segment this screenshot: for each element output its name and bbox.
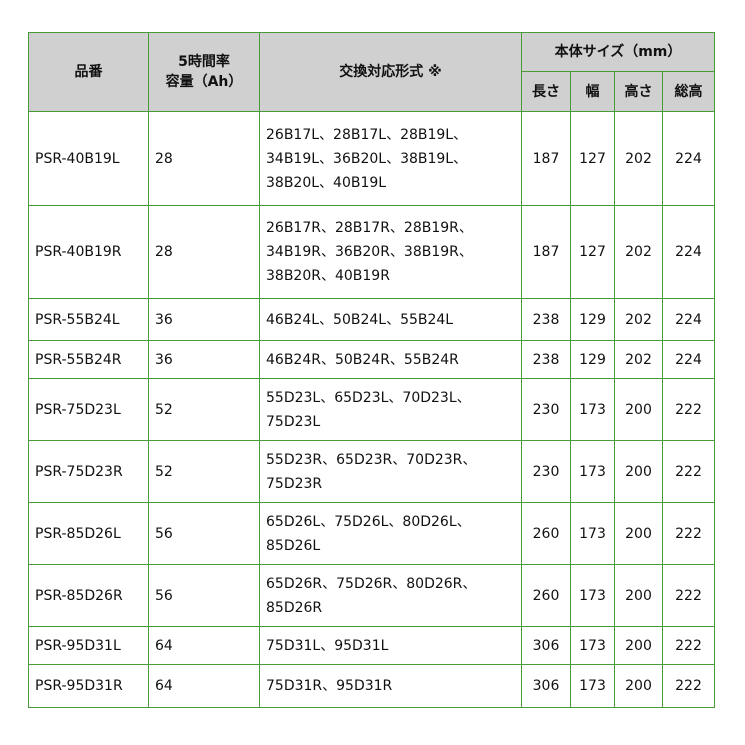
cell-part: PSR-85D26R (28, 564, 149, 627)
header-width: 幅 (570, 71, 615, 112)
cell-height: 200 (614, 502, 663, 565)
cell-compat: 26B17R、28B17R、28B19R、 34B19R、36B20R、38B1… (259, 205, 522, 299)
table-row: PSR-85D26L 56 65D26L、75D26L、80D26L、 85D26L… (28, 502, 716, 565)
cell-width: 173 (570, 440, 615, 503)
cell-compat: 55D23R、65D23R、70D23R、 75D23R (259, 440, 522, 503)
cell-compat: 55D23L、65D23L、70D23L、 75D23L (259, 378, 522, 441)
cell-capacity: 28 (148, 111, 260, 206)
cell-length: 187 (521, 205, 571, 299)
table-row: PSR-95D31R 64 75D31R、95D31R 306 173 200 222 (28, 664, 716, 708)
cell-total-height: 224 (661, 205, 716, 299)
cell-capacity: 64 (148, 664, 260, 708)
cell-length: 238 (521, 340, 571, 379)
table-row: PSR-95D31L 64 75D31L、95D31L 306 173 200 222 (28, 626, 716, 665)
table-row: PSR-85D26R 56 65D26R、75D26R、80D26R、 85D26R… (28, 564, 716, 627)
cell-width: 173 (570, 502, 615, 565)
battery-spec-table: 品番 5時間率 容量（Ah） 交換対応形式 ※ 本体サイズ（mm） 長さ 幅 高… (28, 32, 716, 708)
cell-total-height: 222 (661, 664, 716, 708)
cell-width: 173 (570, 378, 615, 441)
table-row: PSR-55B24R 36 46B24R、50B24R、55B24R 238 129 20… (28, 340, 716, 379)
cell-compat: 46B24L、50B24L、55B24L (259, 298, 522, 341)
cell-capacity: 36 (148, 298, 260, 341)
cell-total-height: 222 (661, 378, 716, 441)
cell-compat: 46B24R、50B24R、55B24R (259, 340, 522, 379)
cell-total-height: 224 (661, 111, 716, 206)
cell-compat: 65D26R、75D26R、80D26R、 85D26R (259, 564, 522, 627)
cell-height: 200 (614, 440, 663, 503)
cell-length: 238 (521, 298, 571, 341)
table-row: PSR-55B24L 36 46B24L、50B24L、55B24L 238 129 20… (28, 298, 716, 341)
cell-part: PSR-40B19L (28, 111, 149, 206)
cell-length: 260 (521, 564, 571, 627)
cell-height: 200 (614, 664, 663, 708)
cell-capacity: 36 (148, 340, 260, 379)
cell-capacity: 64 (148, 626, 260, 665)
header-height: 高さ (614, 71, 663, 112)
cell-capacity: 52 (148, 440, 260, 503)
cell-length: 306 (521, 626, 571, 665)
header-compat: 交換対応形式 ※ (259, 32, 522, 112)
cell-height: 200 (614, 626, 663, 665)
cell-width: 173 (570, 664, 615, 708)
table-row: PSR-40B19R 28 26B17R、28B17R、28B19R、 34B19R… (28, 205, 716, 299)
cell-compat: 65D26L、75D26L、80D26L、 85D26L (259, 502, 522, 565)
header-capacity: 5時間率 容量（Ah） (148, 32, 260, 112)
cell-part: PSR-85D26L (28, 502, 149, 565)
header-part: 品番 (28, 32, 149, 112)
cell-length: 306 (521, 664, 571, 708)
cell-length: 230 (521, 378, 571, 441)
cell-length: 187 (521, 111, 571, 206)
cell-height: 202 (614, 298, 663, 341)
cell-compat: 75D31R、95D31R (259, 664, 522, 708)
header-length: 長さ (521, 71, 571, 112)
cell-compat: 75D31L、95D31L (259, 626, 522, 665)
cell-width: 127 (570, 205, 615, 299)
cell-length: 230 (521, 440, 571, 503)
cell-capacity: 52 (148, 378, 260, 441)
cell-part: PSR-55B24L (28, 298, 149, 341)
cell-width: 173 (570, 626, 615, 665)
header-total-height: 総高 (661, 71, 716, 112)
header-size: 本体サイズ（mm） (520, 32, 716, 72)
cell-height: 200 (614, 378, 663, 441)
cell-total-height: 222 (661, 502, 716, 565)
cell-height: 202 (614, 205, 663, 299)
cell-length: 260 (521, 502, 571, 565)
cell-capacity: 28 (148, 205, 260, 299)
cell-capacity: 56 (148, 502, 260, 565)
cell-total-height: 222 (661, 564, 716, 627)
cell-part: PSR-95D31L (28, 626, 149, 665)
cell-total-height: 222 (661, 626, 716, 665)
cell-width: 173 (570, 564, 615, 627)
cell-part: PSR-95D31R (28, 664, 149, 708)
cell-part: PSR-75D23L (28, 378, 149, 441)
cell-width: 129 (570, 298, 615, 341)
cell-part: PSR-75D23R (28, 440, 149, 503)
cell-width: 127 (570, 111, 615, 206)
cell-compat: 26B17L、28B17L、28B19L、 34B19L、36B20L、38B1… (259, 111, 522, 206)
cell-total-height: 222 (661, 440, 716, 503)
cell-height: 200 (614, 564, 663, 627)
cell-height: 202 (614, 340, 663, 379)
cell-part: PSR-55B24R (28, 340, 149, 379)
table-row: PSR-40B19L 28 26B17L、28B17L、28B19L、 34B19L… (28, 111, 716, 206)
cell-total-height: 224 (661, 298, 716, 341)
table-row: PSR-75D23L 52 55D23L、65D23L、70D23L、 75D23L… (28, 378, 716, 441)
cell-capacity: 56 (148, 564, 260, 627)
cell-part: PSR-40B19R (28, 205, 149, 299)
table-row: PSR-75D23R 52 55D23R、65D23R、70D23R、 75D23R… (28, 440, 716, 503)
cell-total-height: 224 (661, 340, 716, 379)
cell-width: 129 (570, 340, 615, 379)
cell-height: 202 (614, 111, 663, 206)
